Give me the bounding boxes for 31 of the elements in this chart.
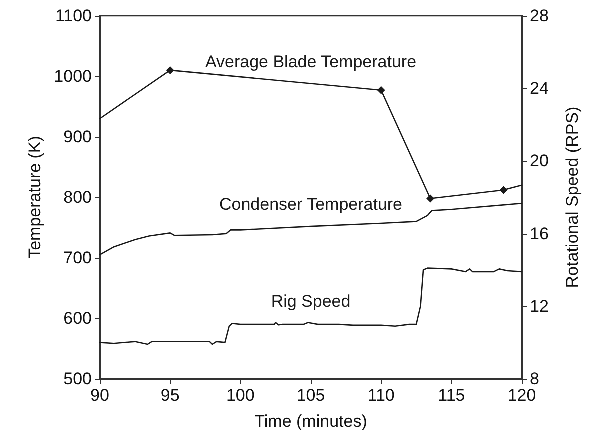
- point: [426, 194, 435, 203]
- y-tick-label: 1000: [54, 67, 92, 86]
- x-tick-label: 90: [90, 386, 110, 405]
- y-tick-label: 1100: [55, 6, 92, 26]
- y2-axis-title: Rotational Speed (RPS): [563, 106, 582, 288]
- series-label: Condenser Temperature: [219, 195, 403, 214]
- y-tick-label: 900: [64, 128, 92, 146]
- y-tick-label: 600: [64, 309, 92, 328]
- y2-tick-label: 20: [530, 152, 549, 171]
- y-tick-label: 500: [64, 370, 92, 388]
- point: [377, 86, 386, 94]
- x-tick-label: 100: [226, 386, 255, 405]
- point: [166, 66, 174, 74]
- line-series: [99, 268, 523, 346]
- point: [500, 186, 508, 194]
- series-label: Average Blade Temperature: [205, 52, 417, 72]
- series-label: Rig Speed: [271, 292, 351, 311]
- x-axis-title: Time (minutes): [254, 412, 368, 431]
- x-tick-label: 120: [508, 386, 536, 405]
- x-tick-label: 110: [368, 386, 395, 405]
- x-tick-label: 105: [296, 386, 326, 405]
- x-tick-label: 95: [160, 386, 180, 405]
- y2-tick-label: 8: [530, 370, 540, 388]
- y2-tick-label: 28: [530, 6, 549, 26]
- y-axis-title: Temperature (K): [25, 136, 44, 259]
- x-tick-label: 115: [438, 386, 466, 405]
- y2-tick-label: 24: [530, 79, 549, 98]
- y2-tick-label: 12: [530, 296, 549, 316]
- y2-tick-label: 16: [530, 224, 549, 244]
- y-tick-label: 700: [64, 248, 92, 268]
- y-tick-label: 800: [64, 188, 92, 207]
